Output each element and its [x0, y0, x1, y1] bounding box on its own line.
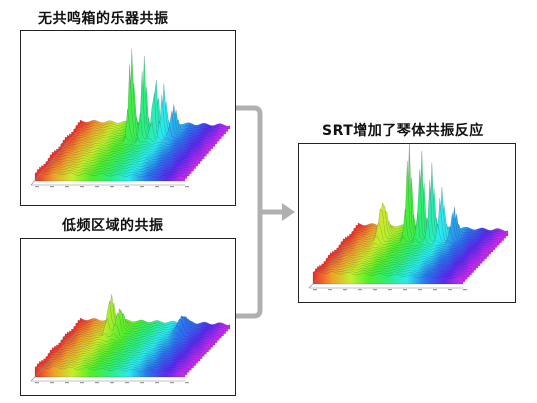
spectrum-3d-plot-low-frequency	[30, 294, 231, 384]
axis-tick	[50, 382, 54, 384]
plot-axis	[30, 332, 185, 382]
spectrum-slice	[347, 161, 498, 248]
spectrum-3d-plot-srt	[308, 144, 509, 291]
spectrum-slice	[34, 171, 186, 182]
axis-tick	[35, 382, 39, 384]
plot-axis	[308, 239, 463, 289]
axis-tick	[463, 289, 467, 291]
spectrum-slice	[64, 109, 216, 147]
axis-tick	[170, 186, 174, 188]
axis-tick	[65, 186, 69, 188]
axis-tick	[95, 382, 99, 384]
axis-tick	[80, 382, 84, 384]
spectrum-slice	[71, 80, 222, 140]
axis-tick	[155, 186, 159, 188]
axis-tick	[358, 289, 362, 291]
axis-tick	[155, 382, 159, 384]
spectrum-slice	[66, 64, 218, 145]
axis-tick	[110, 382, 114, 384]
axis-tick	[125, 186, 129, 188]
axis-tick	[80, 186, 84, 188]
axis-tick	[170, 382, 174, 384]
spectrum-slice	[312, 270, 464, 285]
axis-tick	[140, 382, 144, 384]
top-left-panel-title: 无共鸣箱的乐器共振	[38, 11, 169, 27]
axis-tick	[373, 289, 377, 291]
bottom-left-panel-title: 低频区域的共振	[62, 218, 164, 234]
axis-tick	[95, 186, 99, 188]
axis-tick	[50, 186, 54, 188]
connector-top	[236, 105, 263, 212]
arrow-right-icon	[282, 203, 295, 221]
axis-tick	[140, 186, 144, 188]
spectrum-slice	[69, 49, 220, 142]
right-panel-title: SRT增加了琴体共振反应	[322, 123, 484, 139]
axis-tick	[403, 289, 407, 291]
axis-tick	[313, 289, 317, 291]
bottom-left-spectrum-panel	[20, 238, 236, 396]
axis-tick	[125, 382, 129, 384]
axis-tick	[448, 289, 452, 291]
connector-bottom	[236, 212, 263, 319]
axis-tick	[433, 289, 437, 291]
axis-tick	[418, 289, 422, 291]
spectrum-3d-plot-no-resonator	[30, 49, 231, 188]
axis-tick	[110, 186, 114, 188]
right-spectrum-panel	[298, 143, 516, 303]
axis-tick	[35, 186, 39, 188]
spectrum-slice	[34, 365, 186, 378]
plot-axis	[30, 132, 185, 186]
axis-tick	[328, 289, 332, 291]
top-left-spectrum-panel	[20, 30, 236, 206]
axis-tick	[185, 382, 189, 384]
axis-tick	[65, 382, 69, 384]
axis-tick	[388, 289, 392, 291]
axis-tick	[343, 289, 347, 291]
axis-tick	[185, 186, 189, 188]
